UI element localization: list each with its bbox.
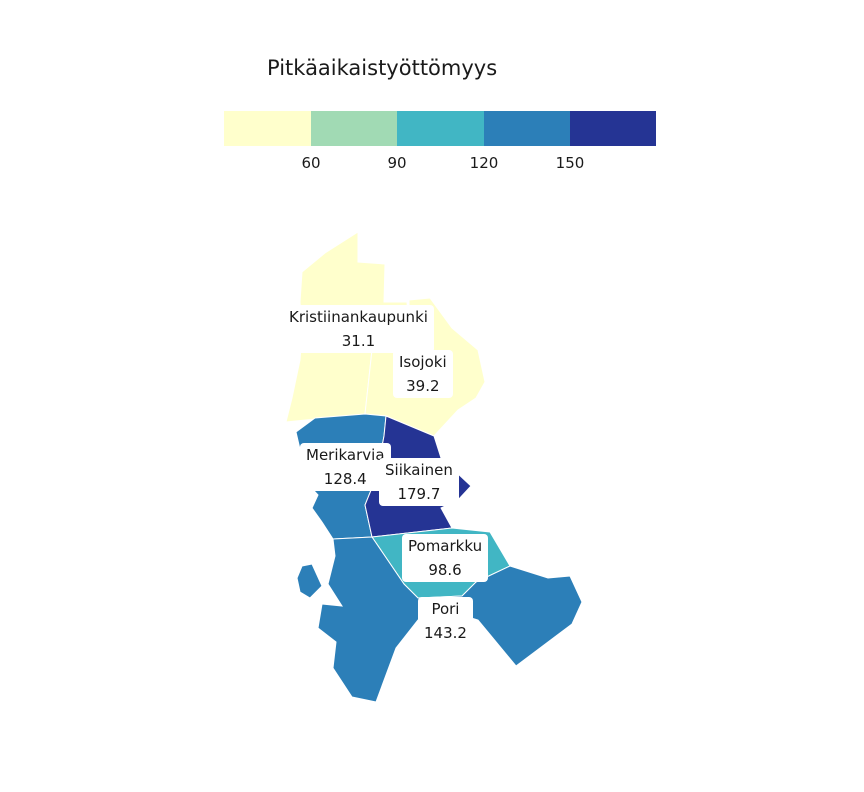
region-label-pomarkku: Pomarkku 98.6	[402, 534, 489, 582]
region-name: Pori	[431, 600, 460, 618]
legend-swatch-4	[484, 111, 570, 146]
region-name: Kristiinankaupunki	[289, 308, 428, 326]
legend-swatch-5	[570, 111, 656, 146]
region-value: 31.1	[341, 332, 376, 350]
legend-swatch-1	[224, 111, 311, 146]
region-label-siikainen: Siikainen 179.7	[379, 458, 459, 506]
region-value: 39.2	[406, 377, 440, 395]
region-label-pori: Pori 143.2	[418, 597, 473, 645]
legend-swatch-2	[311, 111, 397, 146]
legend-title: Pitkäaikaistyöttömyys	[267, 56, 498, 80]
region-name: Siikainen	[385, 461, 453, 479]
region-value: 179.7	[397, 485, 441, 503]
region-name: Merikarvia	[306, 446, 385, 464]
region-label-kristiinankaupunki: Kristiinankaupunki 31.1	[283, 305, 434, 353]
region-value: 143.2	[424, 624, 467, 642]
region-label-merikarvia: Merikarvia 128.4	[300, 443, 391, 491]
region-value: 98.6	[428, 561, 462, 579]
region-name: Pomarkku	[408, 537, 483, 555]
legend-tick: 120	[469, 154, 499, 172]
legend-tick: 150	[555, 154, 585, 172]
region-name: Isojoki	[399, 353, 447, 371]
region-value: 128.4	[323, 470, 367, 488]
legend-swatch-3	[397, 111, 484, 146]
legend-tick: 90	[387, 154, 407, 172]
region-label-isojoki: Isojoki 39.2	[393, 350, 453, 398]
region-pori-island	[296, 563, 323, 599]
legend-tick: 60	[301, 154, 321, 172]
